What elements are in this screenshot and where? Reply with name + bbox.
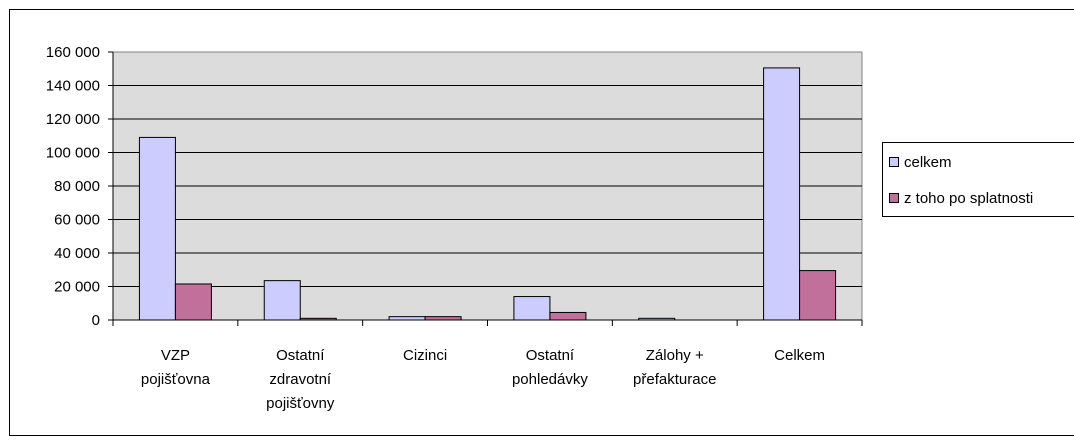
bar	[549, 311, 587, 321]
legend-label: z toho po splatnosti	[904, 190, 1033, 207]
y-tick-label: 160 000	[46, 44, 100, 61]
y-tick-label: 0	[92, 312, 100, 329]
bar	[138, 136, 176, 321]
x-tick-label: Cizinci	[403, 347, 447, 364]
y-tick-label: 60 000	[54, 212, 100, 229]
bar	[174, 283, 212, 321]
legend-swatch	[889, 193, 899, 203]
bar	[513, 296, 551, 321]
x-tick-label: VZP pojišťovna	[141, 347, 211, 388]
x-tick-label: Celkem	[774, 347, 825, 364]
bar	[638, 317, 676, 321]
y-tick-label: 120 000	[46, 111, 100, 128]
legend-swatch	[889, 157, 899, 167]
legend-label: celkem	[904, 154, 952, 171]
legend-box	[882, 142, 1074, 217]
bar	[299, 317, 337, 321]
x-tick-label: Ostatní pohledávky	[512, 347, 588, 388]
bar	[799, 270, 837, 321]
bar	[263, 280, 301, 321]
x-tick-label: Zálohy + přefakturace	[633, 347, 716, 388]
y-tick-label: 20 000	[54, 279, 100, 296]
x-tick-label: Ostatní zdravotní pojišťovny	[266, 347, 335, 412]
bar	[424, 316, 462, 321]
bar	[763, 67, 801, 321]
y-tick-label: 100 000	[46, 145, 100, 162]
y-tick-label: 140 000	[46, 78, 100, 95]
bar	[388, 316, 426, 321]
y-tick-label: 80 000	[54, 178, 100, 195]
y-tick-label: 40 000	[54, 245, 100, 262]
